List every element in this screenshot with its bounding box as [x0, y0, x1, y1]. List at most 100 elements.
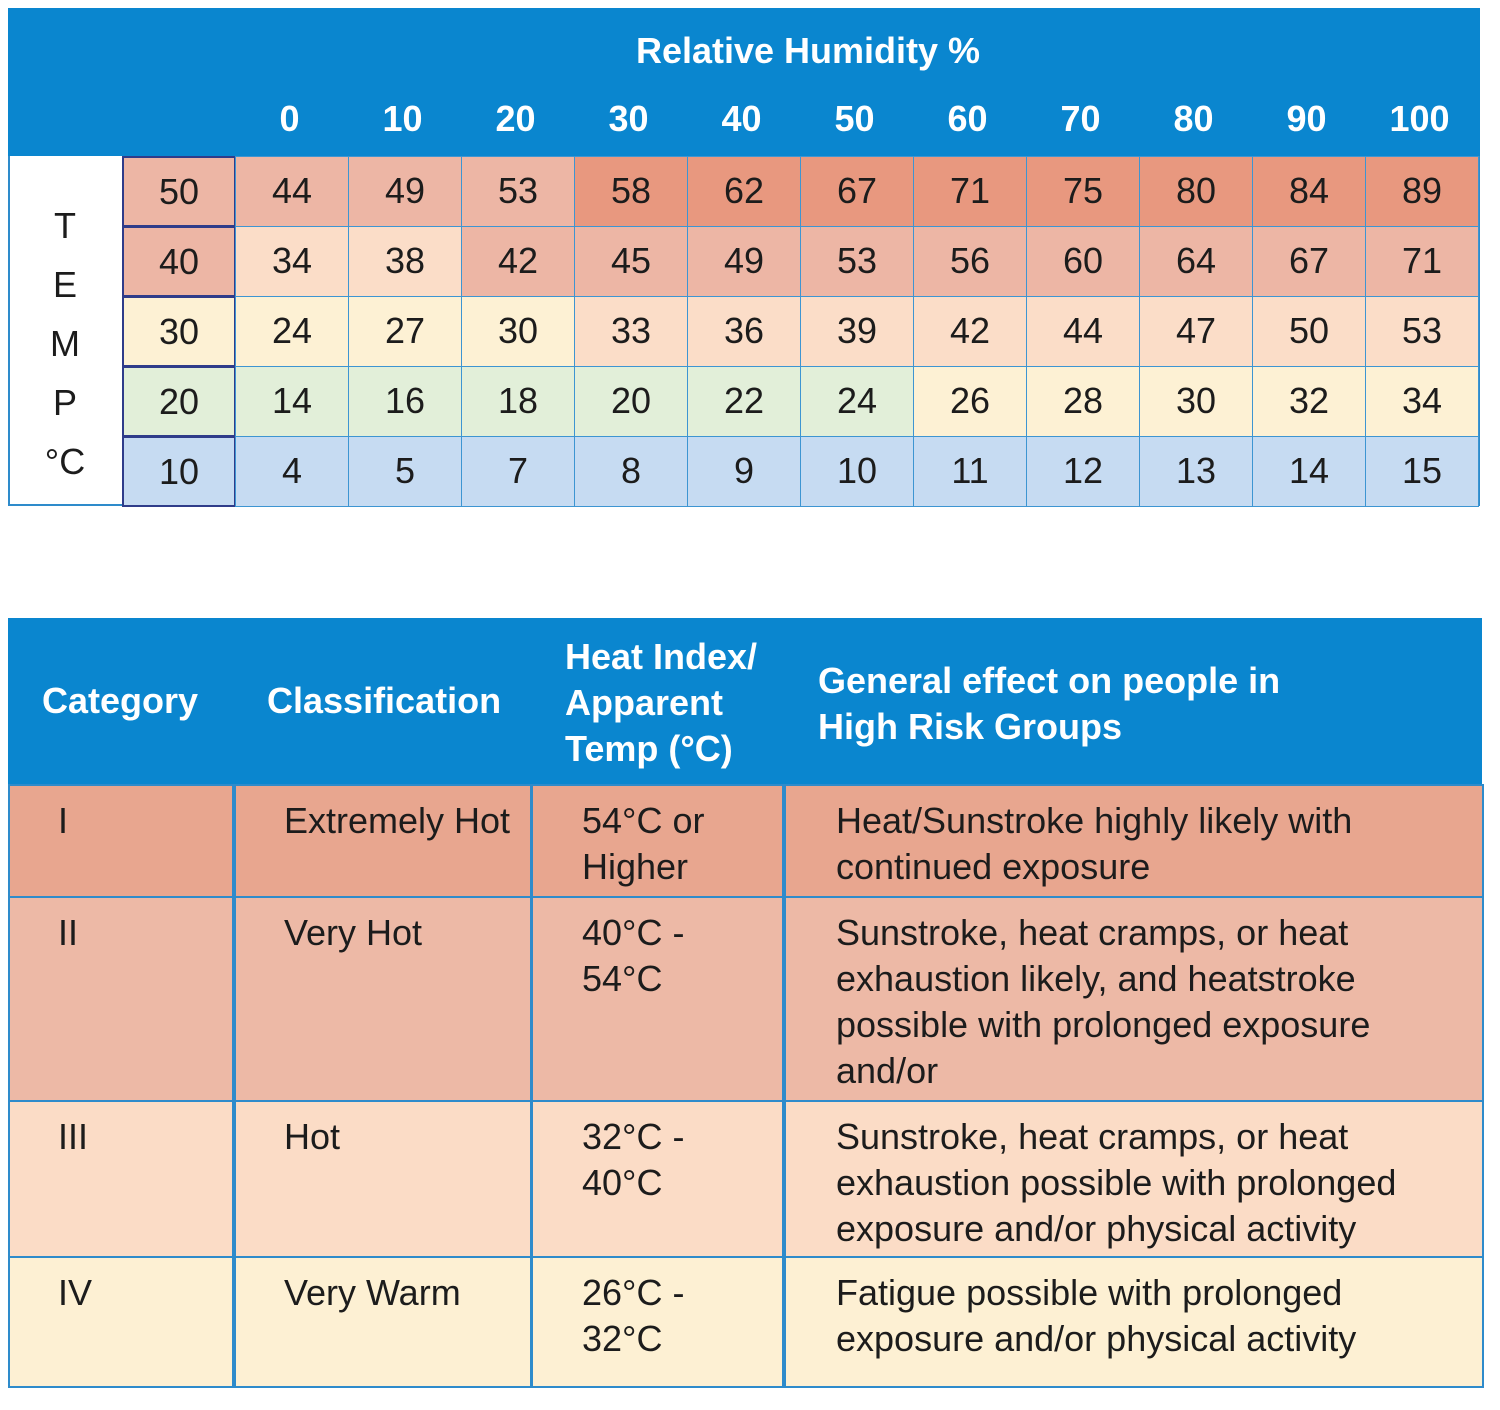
heat-index-cell: 44 — [235, 156, 349, 227]
heat-index-cell: 16 — [348, 366, 462, 437]
heat-index-cell: 26 — [913, 366, 1027, 437]
cell-text-line: continued exposure — [836, 846, 1151, 887]
humidity-level-label: 20 — [495, 98, 536, 139]
heat-index-cell: 50 — [1252, 296, 1366, 367]
heat-index-cell: 38 — [348, 226, 462, 297]
cell-text-line: 54°C — [582, 958, 663, 999]
cell-text-line: Very Warm — [284, 1272, 461, 1313]
cell-text-line: 32°C — [582, 1318, 663, 1359]
cell-text-line: 40°C — [582, 1162, 663, 1203]
cell-text-line: 54°C or — [582, 800, 705, 841]
humidity-level-label: 10 — [382, 98, 423, 139]
heat-index-cell: 39 — [800, 296, 914, 367]
heat-index-cell: 13 — [1139, 436, 1253, 507]
heat-index-range-cell: 40°C - 54°C — [530, 896, 786, 1102]
cell-text-line: Sunstroke, heat cramps, or heat — [836, 912, 1349, 953]
cell-text-line: Hot — [284, 1116, 341, 1157]
humidity-level-label: 30 — [608, 98, 649, 139]
temperature-cell: 10 — [122, 436, 236, 507]
table-row: IV Very Warm 26°C - 32°C Fatigue possible wi… — [8, 1256, 1484, 1388]
heat-index-cell: 53 — [1365, 296, 1479, 367]
heat-index-range-cell: 32°C - 40°C — [530, 1100, 786, 1258]
heat-index-cell: 36 — [687, 296, 801, 367]
heat-index-cell: 75 — [1026, 156, 1140, 227]
heat-index-cell: 12 — [1026, 436, 1140, 507]
heat-index-cell: 34 — [1365, 366, 1479, 437]
heat-index-cell: 58 — [574, 156, 688, 227]
heat-index-cell: 71 — [1365, 226, 1479, 297]
heat-index-cell: 24 — [235, 296, 349, 367]
heat-index-cell: 71 — [913, 156, 1027, 227]
classification-cell: Very Warm — [232, 1256, 533, 1388]
header-category: Category — [42, 680, 199, 721]
humidity-level-label: 80 — [1173, 98, 1214, 139]
heat-index-cell: 8 — [574, 436, 688, 507]
table-row: II Very Hot 40°C - 54°C Sunstroke, heat cram… — [8, 896, 1484, 1137]
heat-index-cell: 44 — [1026, 296, 1140, 367]
temperature-cell: 40 — [122, 226, 236, 297]
heat-index-cell: 49 — [687, 226, 801, 297]
heat-index-cell: 30 — [1139, 366, 1253, 437]
humidity-level-label: 90 — [1286, 98, 1327, 139]
category-cell: IV — [8, 1256, 236, 1388]
heat-index-range-cell: 54°C or Higher — [530, 784, 786, 898]
temp-axis-letter: P — [52, 382, 77, 423]
cell-text-line: possible with prolonged exposure and/or — [836, 1004, 1371, 1091]
cell-text-line: Heat/Sunstroke highly likely with — [836, 800, 1353, 841]
cell-text-line: I — [58, 800, 69, 841]
header-general-effect: General effect on people in High Risk Gr… — [818, 660, 1281, 747]
heat-index-cell: 27 — [348, 296, 462, 367]
heat-index-cell: 30 — [461, 296, 575, 367]
heat-index-cell: 60 — [1026, 226, 1140, 297]
humidity-level-label: 60 — [947, 98, 988, 139]
cell-text-line: Very Hot — [284, 912, 423, 953]
cell-text-line: exposure and/or physical activity — [836, 1208, 1357, 1249]
effect-cell: Sunstroke, heat cramps, or heat exhaustio… — [782, 1100, 1484, 1258]
humidity-level-label: 0 — [279, 98, 300, 139]
classification-cell: Extremely Hot — [232, 784, 533, 898]
effect-cell: Sunstroke, heat cramps, or heat exhaustio… — [782, 896, 1484, 1137]
heat-index-cell: 4 — [235, 436, 349, 507]
heat-index-cell: 10 — [800, 436, 914, 507]
cell-text-line: 40°C - — [582, 912, 685, 953]
heat-index-cell: 42 — [913, 296, 1027, 367]
heat-index-cell: 14 — [235, 366, 349, 437]
cell-text-line: Sunstroke, heat cramps, or heat — [836, 1116, 1349, 1157]
heat-index-cell: 34 — [235, 226, 349, 297]
heat-index-cell: 33 — [574, 296, 688, 367]
cell-text-line: IV — [58, 1272, 93, 1313]
cell-text-line: Fatigue possible with prolonged — [836, 1272, 1343, 1313]
heat-category-table: Category Classification Heat Index/ Appa… — [8, 618, 1484, 1394]
heat-index-cell: 45 — [574, 226, 688, 297]
heat-index-cell: 15 — [1365, 436, 1479, 507]
temp-axis-letter: °C — [44, 441, 86, 482]
heat-index-cell: 5 — [348, 436, 462, 507]
cell-text-line: Higher — [582, 846, 689, 887]
humidity-level-label: 50 — [834, 98, 875, 139]
heat-index-cell: 53 — [800, 226, 914, 297]
temp-axis-letter: E — [52, 264, 77, 305]
heat-index-cell: 49 — [348, 156, 462, 227]
heat-index-cell: 22 — [687, 366, 801, 437]
category-cell: II — [8, 896, 236, 1102]
heat-index-cell: 32 — [1252, 366, 1366, 437]
cell-text-line: II — [58, 912, 79, 953]
heat-index-cell: 18 — [461, 366, 575, 437]
heat-index-cell: 53 — [461, 156, 575, 227]
header-heat-index: Heat Index/ Apparent Temp (°C) — [565, 636, 758, 769]
grid-header: Relative Humidity % 0 10 20 30 40 50 60 70 80 90 1… — [8, 8, 1480, 156]
humidity-level-label: 100 — [1389, 98, 1450, 139]
cell-text-line: III — [58, 1116, 89, 1157]
table-row: I Extremely Hot 54°C or Higher Heat/Sunstrok… — [8, 784, 1484, 898]
cell-text-line: exhaustion likely, and heatstroke — [836, 958, 1356, 999]
humidity-level-label: 40 — [721, 98, 762, 139]
heat-index-cell: 84 — [1252, 156, 1366, 227]
effect-cell: Fatigue possible with prolonged exposure … — [782, 1256, 1484, 1388]
heat-index-cell: 67 — [800, 156, 914, 227]
cell-text-line: exposure and/or physical activity — [836, 1318, 1357, 1359]
humidity-title: Relative Humidity % — [635, 30, 981, 71]
heat-index-cell: 28 — [1026, 366, 1140, 437]
table-row: III Hot 32°C - 40°C Sunstroke, heat cramps, … — [8, 1100, 1484, 1258]
category-cell: III — [8, 1100, 236, 1258]
cell-text-line: 32°C - — [582, 1116, 685, 1157]
